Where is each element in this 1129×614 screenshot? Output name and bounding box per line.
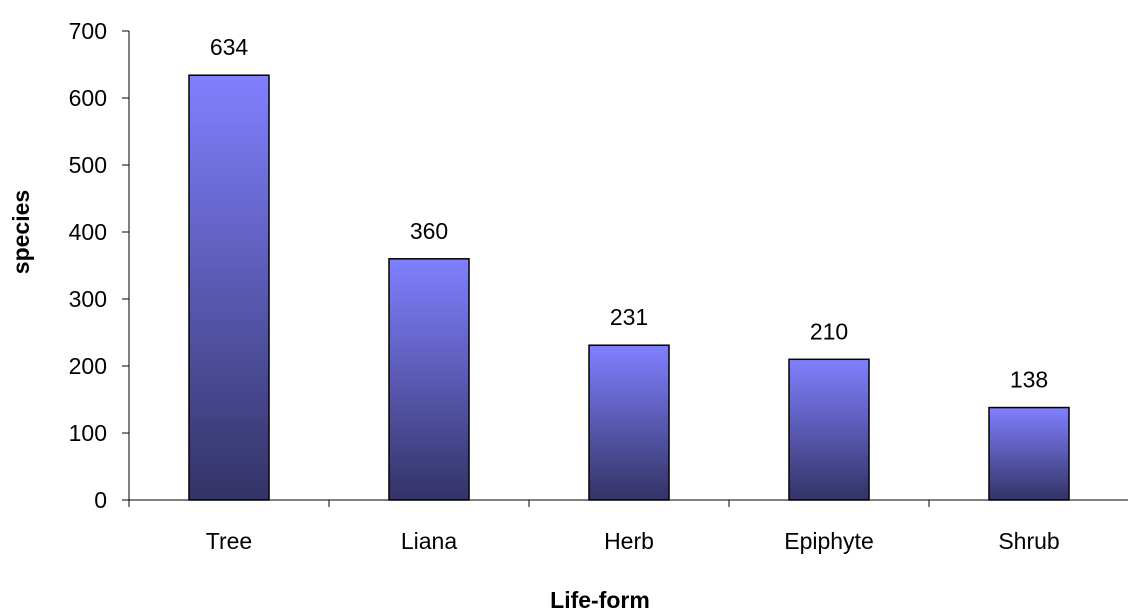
bar-epiphyte [788, 358, 870, 501]
y-tick-label: 600 [69, 85, 107, 111]
data-label-liana: 360 [410, 218, 448, 244]
x-axis-ticks: Tree Liana Herb Epiphyte Shrub [128, 500, 1060, 554]
y-axis-ticks: 0 100 200 300 400 500 600 700 [69, 18, 129, 513]
x-tick-label-herb: Herb [604, 528, 654, 554]
bar-herb [588, 344, 670, 501]
y-tick-label: 400 [69, 219, 107, 245]
data-label-epiphyte: 210 [810, 318, 848, 344]
bar-tree [188, 74, 270, 501]
data-label-shrub: 138 [1010, 367, 1048, 393]
x-tick-label-epiphyte: Epiphyte [784, 528, 874, 554]
y-tick-label: 0 [94, 487, 107, 513]
data-labels: 634 360 231 210 138 [210, 34, 1048, 392]
y-axis-title: species [8, 190, 34, 274]
y-tick-label: 100 [69, 420, 107, 446]
bar-shrub [988, 406, 1070, 501]
x-tick-label-liana: Liana [401, 528, 457, 554]
data-label-tree: 634 [210, 34, 249, 60]
data-label-herb: 231 [610, 304, 648, 330]
y-tick-label: 300 [69, 286, 107, 312]
y-tick-label: 200 [69, 353, 107, 379]
x-tick-label-tree: Tree [206, 528, 252, 554]
y-tick-label: 700 [69, 18, 107, 44]
bar-liana [388, 258, 470, 501]
x-tick-label-shrub: Shrub [998, 528, 1059, 554]
bars [188, 74, 1070, 501]
y-tick-label: 500 [69, 152, 107, 178]
x-axis-title: Life-form [550, 587, 650, 613]
